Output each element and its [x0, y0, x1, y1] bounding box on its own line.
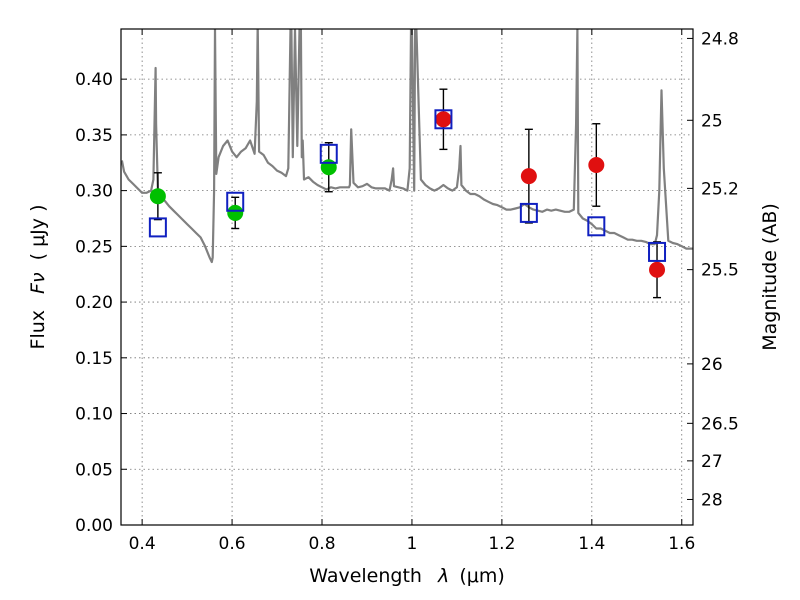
model-synthetic-photometry-point: [148, 217, 167, 238]
y-axis-label-unit: ( μJy ): [27, 205, 49, 261]
y-tick-label: 0.20: [75, 293, 113, 313]
y-axis-right: 24.8 25 25.2 25.5 26 26.5 27 28: [687, 29, 739, 510]
y-axis-label-symbol: Fν: [27, 272, 49, 294]
measured-infrared-point: [588, 156, 605, 173]
model-synthetic-photometry-point: [434, 109, 453, 130]
x-axis-label: Wavelength λ (μm): [309, 565, 504, 587]
model-synthetic-photometry-point: [319, 143, 338, 164]
x-tick-label: 1.2: [488, 534, 515, 554]
x-tick-label: 1.6: [668, 534, 695, 554]
x-tick-label: 1: [407, 534, 418, 554]
y-axis-label: Flux Fν ( μJy ): [27, 205, 49, 350]
y2-tick-label: 26: [701, 355, 723, 375]
model-synthetic-photometry-point: [587, 216, 606, 237]
measured-infrared-point: [520, 168, 537, 185]
measured-infrared-point: [435, 111, 452, 128]
y2-tick-label: 27: [701, 452, 723, 472]
y-tick-label: 0.35: [75, 126, 113, 146]
y2-axis-label: Magnitude (AB): [759, 203, 781, 351]
model-synthetic-photometry-point: [226, 191, 245, 212]
measured-optical-point: [149, 188, 166, 205]
y-axis-left: 0.00 0.05 0.10 0.15 0.20 0.25 0.30 0.35 0.40: [75, 70, 127, 536]
y-axis-label-text: Flux: [27, 310, 49, 350]
x-tick-label: 0.8: [308, 534, 335, 554]
grid-lines: [121, 29, 693, 526]
y-tick-label: 0.30: [75, 182, 113, 202]
y-tick-label: 0.25: [75, 237, 113, 257]
y-tick-label: 0.40: [75, 70, 113, 90]
x-tick-label: 1.4: [578, 534, 605, 554]
y2-tick-label: 28: [701, 490, 723, 510]
y2-tick-label: 25: [701, 111, 723, 131]
x-axis-label-unit: (μm): [459, 565, 504, 587]
x-tick-label: 0.6: [219, 534, 246, 554]
y-tick-label: 0.10: [75, 405, 113, 425]
x-tick-label: 0.4: [129, 534, 156, 554]
model-synthetic-photometry-point: [519, 202, 538, 223]
measured-optical-point: [320, 159, 337, 176]
y2-tick-label: 24.8: [701, 29, 739, 49]
measured-infrared-point: [649, 261, 666, 278]
x-axis: 0.4 0.6 0.8 1 1.2 1.4 1.6: [129, 29, 695, 554]
model-synthetic-photometry-point: [648, 241, 667, 262]
y-tick-label: 0.05: [75, 460, 113, 480]
marker-layer: [148, 88, 667, 299]
y-tick-label: 0.15: [75, 349, 113, 369]
plot-area: [121, 29, 693, 264]
x-axis-label-text: Wavelength: [309, 565, 422, 587]
x-axis-label-symbol: λ: [437, 565, 449, 587]
axes-frame: [120, 28, 694, 526]
y2-tick-label: 26.5: [701, 414, 739, 434]
y2-tick-label: 25.2: [701, 179, 739, 199]
spectrum-line: [121, 29, 693, 264]
measured-optical-point: [227, 204, 244, 221]
y2-tick-label: 25.5: [701, 261, 739, 281]
y-tick-label: 0.00: [75, 516, 113, 536]
